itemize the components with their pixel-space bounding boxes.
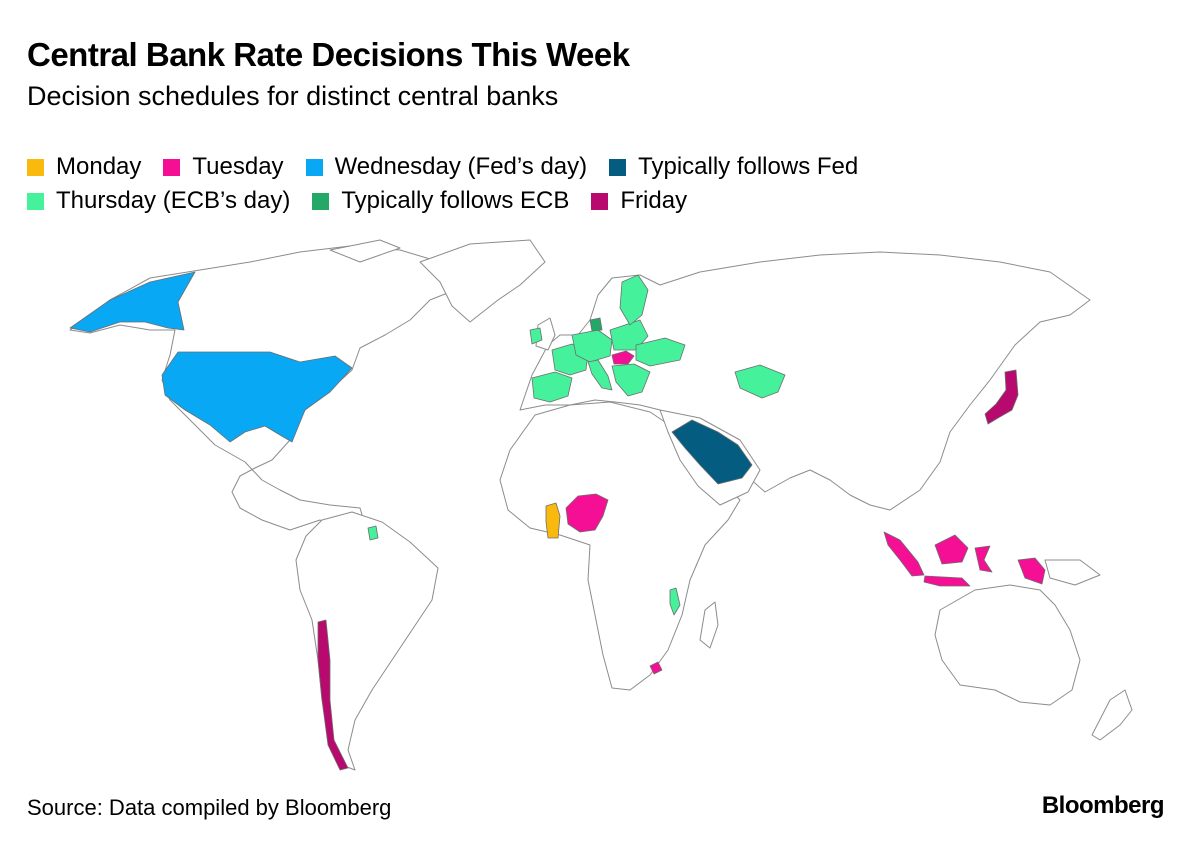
country-malawi xyxy=(669,587,681,616)
legend-item-thursday: Thursday (ECB’s day) xyxy=(27,184,290,218)
legend-label-follows-ecb: Typically follows ECB xyxy=(341,187,570,214)
source-note: Source: Data compiled by Bloomberg xyxy=(27,795,392,820)
country-lesotho xyxy=(649,661,663,675)
legend-swatch-tuesday xyxy=(163,158,181,176)
world-map xyxy=(69,239,1133,771)
legend-swatch-follows-fed xyxy=(609,158,627,176)
country-kazakhstan xyxy=(734,364,786,399)
land-australia xyxy=(934,584,1081,706)
legend-label-follows-fed: Typically follows Fed xyxy=(638,153,859,180)
legend-label-friday: Friday xyxy=(620,187,688,214)
land-new-guinea xyxy=(1044,559,1101,586)
country-europe-ireland xyxy=(529,327,543,345)
legend-row-1: Monday Tuesday Wednesday (Fed’s day) Typ… xyxy=(27,150,1027,184)
legend-row-2: Thursday (ECB’s day) Typically follows E… xyxy=(27,184,1027,218)
legend-item-monday: Monday xyxy=(27,150,141,184)
legend-swatch-follows-ecb xyxy=(312,192,330,210)
country-suriname xyxy=(367,525,379,541)
country-ghana xyxy=(545,502,561,539)
country-japan xyxy=(984,369,1019,425)
land-new-zealand xyxy=(1091,689,1133,741)
legend-label-wednesday: Wednesday (Fed’s day) xyxy=(334,153,588,180)
country-europe-balkans xyxy=(611,363,651,397)
legend-swatch-wednesday xyxy=(305,158,323,176)
country-us-alaska xyxy=(69,271,196,333)
legend-swatch-thursday xyxy=(27,192,44,210)
legend-item-follows-ecb: Typically follows ECB xyxy=(312,184,569,218)
chart-title: Central Bank Rate Decisions This Week xyxy=(27,36,630,73)
legend: Monday Tuesday Wednesday (Fed’s day) Typ… xyxy=(27,150,1027,218)
land-antarctic-island xyxy=(329,239,401,263)
country-europe-italy xyxy=(587,359,613,391)
legend-swatch-monday xyxy=(27,158,44,176)
legend-item-friday: Friday xyxy=(591,184,687,218)
country-us-contiguous xyxy=(161,351,353,443)
legend-label-tuesday: Tuesday xyxy=(192,153,284,180)
legend-label-monday: Monday xyxy=(56,153,142,180)
country-indonesia-borneo xyxy=(934,534,969,565)
country-nigeria xyxy=(565,493,609,533)
country-europe-iberia xyxy=(531,371,573,403)
country-indonesia-sulawesi xyxy=(974,545,993,573)
land-madagascar xyxy=(699,601,719,649)
legend-label-thursday: Thursday (ECB’s day) xyxy=(56,187,291,214)
legend-item-wednesday: Wednesday (Fed’s day) xyxy=(305,150,588,184)
country-indonesia-papua xyxy=(1017,557,1046,585)
country-europe-poland-baltics xyxy=(609,319,649,351)
country-indonesia-sumatra xyxy=(883,531,925,577)
country-hungary xyxy=(611,350,635,365)
land-greenland xyxy=(419,239,546,323)
country-saudi-arabia xyxy=(671,419,753,485)
country-indonesia-java xyxy=(923,575,971,587)
country-denmark xyxy=(589,317,603,332)
country-europe-ukraine xyxy=(635,337,686,367)
country-europe-nordics xyxy=(619,274,649,326)
chart-subtitle: Decision schedules for distinct central … xyxy=(27,81,559,111)
brand-logo: Bloomberg xyxy=(1041,792,1165,819)
highlighted-countries xyxy=(69,271,1046,771)
legend-swatch-friday xyxy=(591,192,609,210)
legend-item-follows-fed: Typically follows Fed xyxy=(609,150,858,184)
legend-item-tuesday: Tuesday xyxy=(163,150,284,184)
country-chile xyxy=(317,619,349,771)
land-south-america xyxy=(295,511,439,771)
